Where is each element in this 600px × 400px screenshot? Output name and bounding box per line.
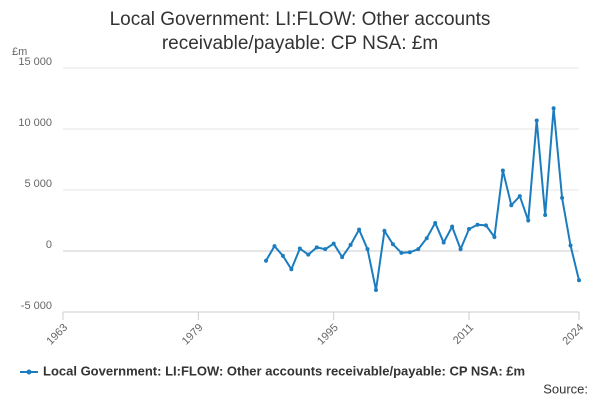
chart-title: Local Government: LI:FLOW: Other account…: [109, 9, 491, 54]
point: [407, 250, 412, 255]
point: [416, 247, 421, 252]
point: [560, 195, 565, 200]
y-tick-label: 0: [46, 239, 52, 251]
point: [483, 223, 488, 228]
y-unit: £m: [12, 46, 27, 58]
point: [399, 250, 404, 255]
point: [517, 194, 522, 199]
point: [348, 242, 353, 247]
point: [534, 118, 539, 123]
point: [340, 255, 345, 260]
point: [289, 267, 294, 272]
point: [475, 222, 480, 227]
point: [526, 218, 531, 223]
point: [357, 227, 362, 232]
series-line: [265, 108, 580, 291]
point: [306, 252, 311, 257]
point: [323, 247, 328, 252]
point: [492, 234, 497, 239]
point: [280, 253, 285, 258]
point: [272, 244, 277, 249]
point: [441, 240, 446, 245]
point: [577, 278, 581, 283]
x-tick-label: 1979: [180, 322, 206, 348]
point: [467, 227, 472, 232]
point: [551, 106, 556, 111]
point: [424, 236, 429, 241]
point: [331, 241, 336, 246]
point: [382, 228, 387, 233]
point: [373, 288, 378, 293]
point: [433, 220, 438, 225]
point: [568, 243, 573, 248]
point: [297, 246, 302, 251]
y-tick-label: -5 000: [21, 300, 52, 312]
y-tick-label: 10 000: [18, 117, 52, 129]
point: [509, 203, 514, 208]
y-tick-label: 15 000: [18, 56, 52, 68]
x-tick-label: 1963: [44, 322, 70, 348]
point: [264, 258, 269, 263]
point: [458, 247, 463, 252]
y-tick-label: 5 000: [24, 178, 52, 190]
point: [314, 245, 319, 250]
x-tick-label: 1995: [315, 322, 341, 348]
x-tick-label: 2011: [451, 322, 476, 347]
point: [500, 168, 505, 173]
legend-label: Local Government: LI:FLOW: Other account…: [43, 363, 525, 378]
point: [450, 224, 455, 229]
point: [390, 242, 395, 247]
legend-marker: [26, 369, 32, 375]
source: Source:: [543, 381, 588, 396]
point: [543, 213, 548, 218]
x-tick-label: 2024: [560, 322, 586, 348]
point: [365, 247, 370, 252]
